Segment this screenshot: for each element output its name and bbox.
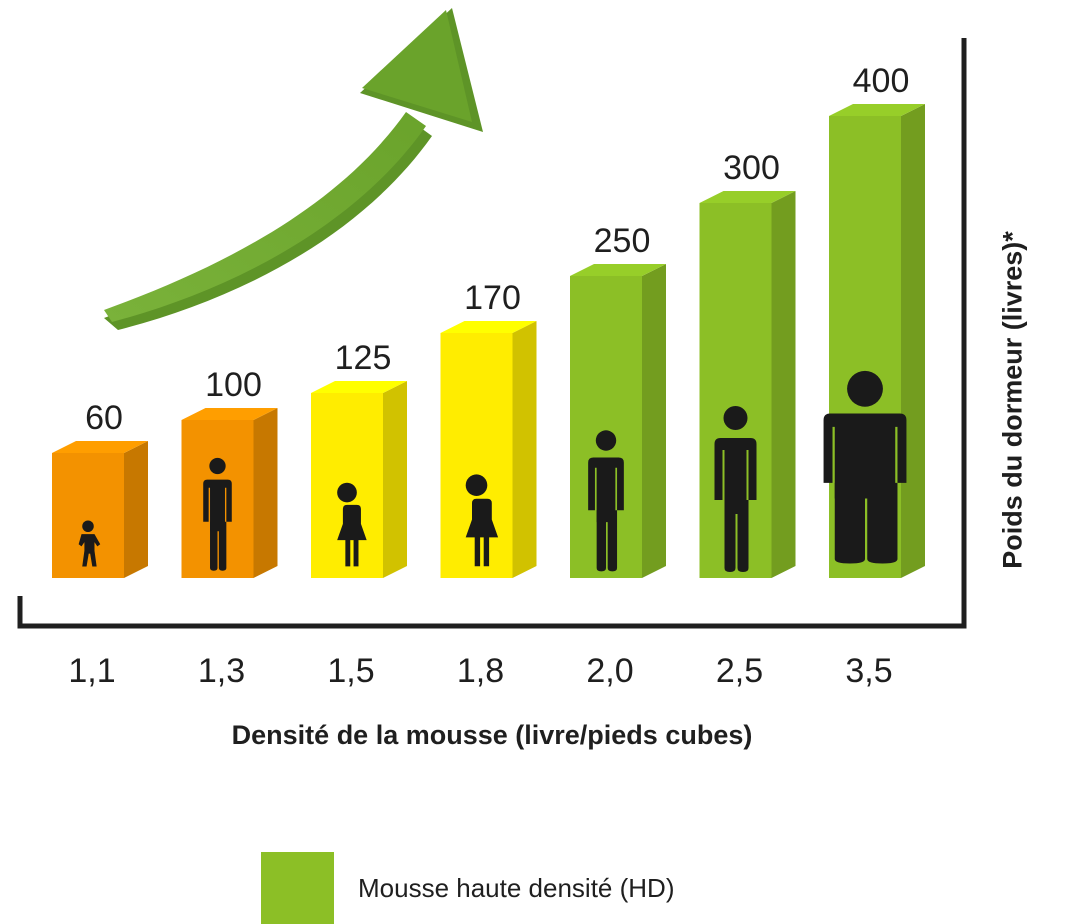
person-icon-1 [78, 520, 101, 567]
value-label-7: 400 [853, 62, 910, 100]
trend-arrow-icon [104, 8, 483, 330]
person-icon-6 [714, 406, 757, 572]
x-tick-labels-group: 1,1 1,3 1,5 1,8 2,0 2,5 3,5 [68, 652, 892, 690]
value-label-5: 250 [594, 222, 651, 260]
value-labels-group: 60 100 125 170 250 300 400 [85, 62, 909, 437]
value-label-1: 60 [85, 399, 123, 437]
value-label-4: 170 [464, 279, 521, 317]
value-label-3: 125 [335, 339, 392, 377]
bar-7 [823, 104, 925, 578]
value-label-2: 100 [205, 366, 262, 404]
bar-5 [570, 264, 666, 578]
bar-6 [699, 191, 796, 578]
value-label-6: 300 [723, 149, 780, 187]
x-tick-label-3: 1,5 [327, 652, 374, 690]
bar-3 [311, 381, 407, 578]
x-tick-label-1: 1,1 [68, 652, 115, 690]
person-icon-7 [823, 370, 907, 564]
bars-group [52, 104, 925, 578]
x-tick-label-7: 3,5 [845, 652, 892, 690]
x-tick-label-4: 1,8 [457, 652, 504, 690]
person-icon-5 [588, 430, 624, 572]
person-icon-3 [337, 482, 367, 567]
legend: Mousse haute densité (HD) [261, 852, 674, 924]
bar-1 [52, 441, 148, 578]
legend-label-hd: Mousse haute densité (HD) [358, 872, 675, 903]
legend-swatch-hd [261, 852, 334, 924]
x-tick-label-5: 2,0 [586, 652, 633, 690]
x-tick-label-2: 1,3 [198, 652, 245, 690]
bar-2 [181, 408, 278, 578]
bar-4 [440, 321, 537, 578]
person-icon-2 [203, 457, 232, 571]
x-axis-title: Densité de la mousse (livre/pieds cubes) [231, 720, 753, 750]
x-tick-label-6: 2,5 [716, 652, 763, 690]
axes-frame [17, 38, 967, 629]
y-axis-title: Poids du dormeur (livres)* [997, 231, 1028, 569]
person-icon-4 [465, 474, 499, 567]
